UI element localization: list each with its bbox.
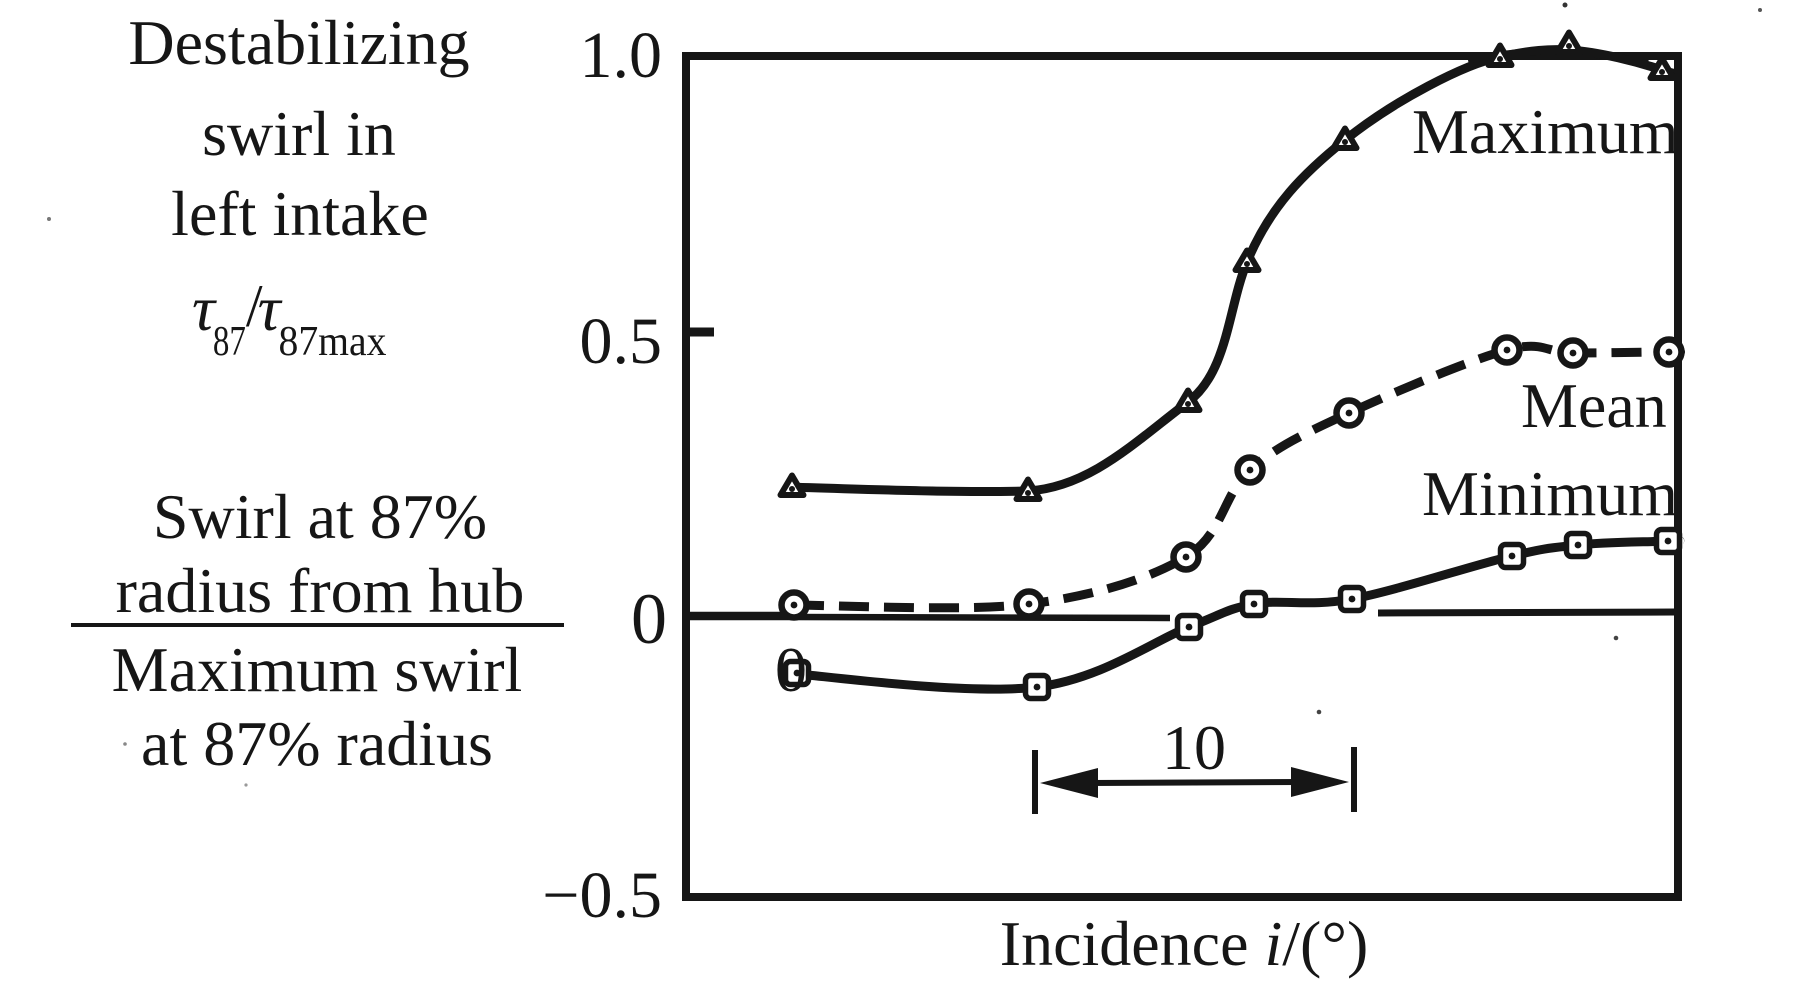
svg-text:left intake: left intake xyxy=(171,178,429,249)
svg-text:Maximum swirl: Maximum swirl xyxy=(112,634,523,705)
svg-text:10: 10 xyxy=(1162,712,1226,783)
svg-text:τ87/τ87max: τ87/τ87max xyxy=(192,273,386,365)
svg-text:0.5: 0.5 xyxy=(580,305,663,378)
svg-text:−0.5: −0.5 xyxy=(542,859,662,932)
svg-text:0: 0 xyxy=(631,579,667,659)
svg-text:Incidence i/(°): Incidence i/(°) xyxy=(1000,908,1369,979)
svg-text:0: 0 xyxy=(775,634,807,705)
svg-text:at 87% radius: at 87% radius xyxy=(141,708,493,779)
svg-text:Mean: Mean xyxy=(1521,370,1667,441)
svg-text:swirl in: swirl in xyxy=(202,98,396,169)
svg-text:Destabilizing: Destabilizing xyxy=(128,7,469,78)
svg-text:radius from hub: radius from hub xyxy=(116,555,525,626)
svg-text:Maximum: Maximum xyxy=(1412,96,1679,167)
svg-text:1.0: 1.0 xyxy=(580,19,663,92)
svg-text:Swirl at 87%: Swirl at 87% xyxy=(153,481,487,552)
svg-text:Minimum: Minimum xyxy=(1422,458,1678,529)
